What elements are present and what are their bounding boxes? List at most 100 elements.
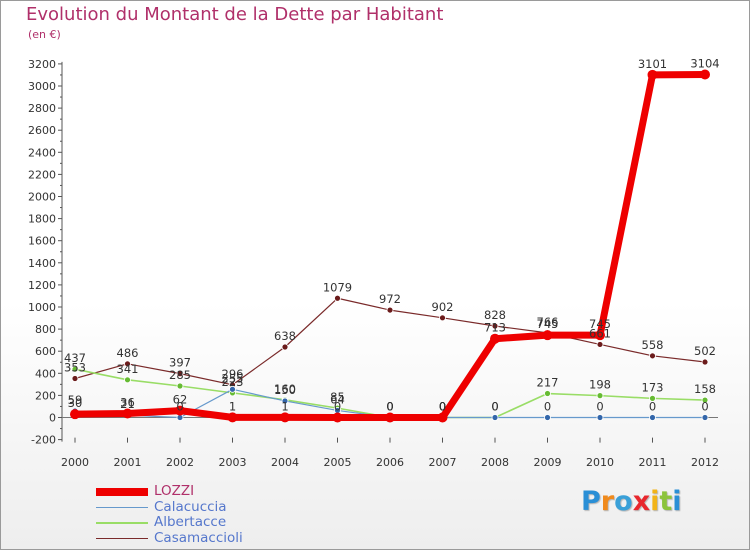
data-label: 0 [386, 400, 393, 414]
x-tick-label: 2004 [271, 456, 299, 469]
legend-label: Calacuccia [154, 498, 227, 515]
data-point [385, 412, 395, 423]
data-point [176, 370, 184, 378]
data-label: 296 [222, 367, 244, 381]
data-point [542, 330, 553, 341]
x-tick-label: 2000 [61, 456, 89, 469]
data-label: 36 [120, 396, 135, 410]
legend-label: Albertacce [154, 514, 227, 530]
y-tick-label: 1600 [28, 235, 56, 248]
data-point [649, 352, 656, 360]
legend-label: LOZZI [154, 483, 195, 499]
data-label: 0 [596, 400, 603, 414]
y-tick-label: 2400 [28, 146, 56, 159]
data-point [544, 414, 551, 421]
legend-swatch [96, 506, 148, 509]
data-point [71, 365, 79, 373]
data-label: 160 [274, 382, 296, 396]
logo-letter: x [632, 486, 651, 517]
y-tick-label: 1400 [28, 257, 56, 270]
data-label: 173 [642, 380, 664, 394]
proxiti-logo: Proxiti [581, 486, 682, 517]
y-tick-label: 800 [35, 323, 56, 336]
data-label: 3101 [638, 57, 667, 71]
data-point [332, 412, 343, 423]
data-label: 85 [330, 390, 345, 404]
y-tick-label: 2800 [28, 102, 56, 115]
x-tick-label: 2007 [429, 456, 457, 469]
data-label: 972 [379, 292, 401, 306]
data-label: 285 [169, 368, 191, 382]
data-label: 21 [120, 397, 135, 411]
data-point [491, 414, 499, 421]
data-label: 745 [589, 317, 611, 331]
data-label: 223 [222, 375, 244, 389]
x-tick-label: 2010 [586, 456, 614, 469]
y-tick-label: 200 [35, 389, 56, 402]
y-tick-label: 1800 [28, 213, 56, 226]
logo-letter: P [581, 486, 601, 517]
data-point [647, 69, 658, 80]
chart-axes: -200020040060080010001200140016001800200… [28, 58, 719, 469]
data-point [437, 412, 448, 423]
data-label: 1079 [323, 280, 352, 294]
data-point [701, 414, 709, 421]
y-tick-label: 1000 [28, 301, 56, 314]
data-point [281, 397, 289, 405]
y-tick-label: 2600 [28, 124, 56, 137]
logo-letter: o [614, 486, 633, 517]
data-point [227, 412, 238, 423]
data-point [124, 360, 131, 368]
data-label: 0 [491, 400, 498, 414]
data-label: 0 [386, 400, 393, 414]
logo-letter: i [672, 486, 682, 517]
x-tick-label: 2002 [166, 456, 194, 469]
data-label: 0 [701, 400, 708, 414]
chart-data-labels: 30 36 62 1 1 0 0 0 713 745 745 3101 3104 59 21 0 255 150 6… [64, 57, 720, 414]
data-point [701, 396, 709, 404]
data-label: 828 [484, 308, 506, 322]
data-point [71, 375, 79, 382]
data-label: 486 [117, 346, 139, 360]
data-label: 0 [439, 400, 446, 414]
logo-letter: i [650, 486, 660, 517]
data-point [176, 382, 184, 390]
legend-swatch [96, 522, 148, 524]
data-point [544, 390, 551, 397]
chart-title: Evolution du Montant de la Dette par Hab… [26, 4, 444, 25]
data-label: 341 [117, 362, 139, 376]
y-tick-label: 2000 [28, 191, 56, 204]
data-point [122, 408, 133, 419]
data-label: 64 [330, 392, 345, 406]
x-tick-label: 2009 [534, 456, 562, 469]
y-tick-label: 3000 [28, 80, 56, 93]
data-point [490, 333, 500, 344]
data-label: 766 [537, 315, 559, 329]
legend-swatch [96, 488, 148, 496]
data-point [700, 69, 710, 80]
data-point [334, 294, 341, 302]
data-point [491, 322, 499, 330]
y-tick-label: 400 [35, 367, 56, 380]
data-point [649, 394, 656, 402]
data-label: 62 [173, 393, 188, 407]
y-tick-label: 600 [35, 345, 56, 358]
y-tick-label: 1200 [28, 279, 56, 292]
x-tick-label: 2006 [376, 456, 404, 469]
data-point [280, 412, 290, 423]
data-label: 3104 [690, 57, 719, 71]
logo-letter: t [659, 486, 673, 517]
data-point [596, 392, 604, 400]
data-label: 59 [68, 393, 83, 407]
legend-label: Casamaccioli [154, 529, 243, 546]
data-label: 217 [537, 376, 559, 390]
data-label: 150 [274, 383, 296, 397]
data-label: 902 [432, 300, 454, 314]
data-label: 638 [274, 329, 296, 343]
data-point [596, 341, 604, 348]
data-point [649, 414, 656, 421]
data-label: 0 [176, 400, 183, 414]
data-label: 437 [64, 351, 86, 365]
